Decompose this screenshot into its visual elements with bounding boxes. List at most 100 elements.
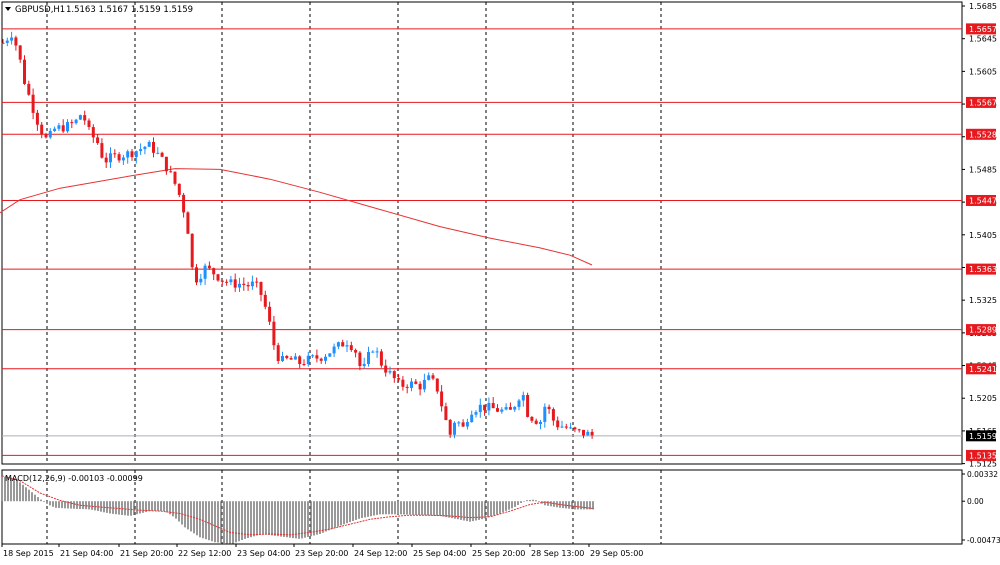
candle-body[interactable] (491, 403, 495, 409)
candle-body[interactable] (66, 122, 69, 132)
candle-body[interactable] (143, 146, 147, 150)
candle-body[interactable] (78, 115, 82, 120)
candle-body[interactable] (285, 356, 289, 359)
candle-body[interactable] (539, 421, 542, 424)
candle-body[interactable] (504, 407, 508, 410)
candle-body[interactable] (328, 353, 332, 357)
candle-body[interactable] (91, 127, 95, 138)
candle-body[interactable] (31, 94, 35, 113)
candle-body[interactable] (448, 419, 452, 435)
candle-body[interactable] (319, 358, 323, 361)
candle-body[interactable] (582, 429, 585, 436)
candle-body[interactable] (590, 431, 594, 436)
candle-body[interactable] (577, 429, 581, 431)
candle-body[interactable] (354, 350, 358, 353)
candle-body[interactable] (362, 363, 366, 366)
candle-body[interactable] (177, 183, 181, 195)
candle-body[interactable] (70, 122, 74, 124)
candle-body[interactable] (220, 280, 224, 282)
candle-body[interactable] (465, 422, 469, 427)
candle-body[interactable] (173, 171, 177, 184)
candle-body[interactable] (573, 427, 577, 430)
candle-body[interactable] (457, 422, 461, 424)
candle-body[interactable] (371, 351, 375, 353)
candle-body[interactable] (18, 45, 22, 60)
candle-body[interactable] (336, 342, 340, 347)
candle-body[interactable] (1, 42, 5, 44)
candle-body[interactable] (435, 378, 439, 392)
candle-body[interactable] (104, 157, 108, 163)
dropdown-triangle-icon[interactable] (5, 7, 11, 11)
candle-body[interactable] (521, 395, 525, 401)
candle-body[interactable] (427, 375, 431, 380)
candle-body[interactable] (113, 153, 117, 155)
candle-body[interactable] (418, 383, 422, 390)
candle-body[interactable] (560, 426, 564, 428)
candle-body[interactable] (311, 355, 315, 357)
candle-body[interactable] (199, 278, 203, 283)
candle-body[interactable] (276, 345, 280, 361)
candle-body[interactable] (242, 283, 246, 285)
candle-body[interactable] (483, 404, 487, 411)
candle-body[interactable] (405, 386, 409, 388)
candle-body[interactable] (586, 431, 590, 436)
candle-body[interactable] (121, 157, 125, 161)
candle-body[interactable] (289, 358, 293, 360)
candle-body[interactable] (414, 381, 418, 384)
candle-body[interactable] (461, 422, 465, 427)
candle-body[interactable] (281, 356, 284, 361)
candle-body[interactable] (508, 407, 512, 410)
candle-body[interactable] (349, 345, 353, 350)
candle-body[interactable] (453, 422, 456, 435)
candle-body[interactable] (126, 151, 130, 158)
candle-body[interactable] (246, 285, 250, 287)
candle-body[interactable] (397, 378, 401, 380)
candle-body[interactable] (470, 414, 474, 423)
candle-body[interactable] (384, 365, 388, 373)
candle-body[interactable] (358, 352, 362, 366)
candle-body[interactable] (272, 321, 276, 346)
candle-body[interactable] (130, 151, 134, 158)
candle-body[interactable] (268, 306, 272, 322)
candle-body[interactable] (410, 381, 413, 388)
candle-body[interactable] (388, 371, 392, 373)
candle-body[interactable] (487, 403, 491, 411)
candlesticks[interactable] (1, 31, 594, 439)
candle-body[interactable] (225, 281, 229, 283)
candle-body[interactable] (564, 426, 568, 428)
candle-body[interactable] (569, 427, 573, 429)
candle-body[interactable] (255, 281, 259, 283)
candle-body[interactable] (444, 406, 448, 420)
candle-body[interactable] (530, 417, 534, 421)
candle-body[interactable] (474, 412, 478, 415)
candle-body[interactable] (298, 356, 302, 364)
candle-body[interactable] (556, 420, 560, 428)
candle-body[interactable] (35, 112, 39, 125)
candle-body[interactable] (83, 115, 87, 121)
candle-body[interactable] (401, 379, 405, 387)
candle-body[interactable] (302, 364, 306, 365)
candle-body[interactable] (440, 391, 444, 407)
candle-body[interactable] (392, 371, 396, 379)
candle-body[interactable] (233, 279, 237, 288)
candle-body[interactable] (306, 355, 310, 365)
candle-body[interactable] (139, 149, 143, 152)
horizontal-levels[interactable] (2, 28, 962, 456)
candle-body[interactable] (375, 351, 379, 353)
candle-body[interactable] (379, 351, 383, 366)
candle-body[interactable] (186, 212, 190, 234)
candle-body[interactable] (500, 409, 504, 412)
candle-body[interactable] (96, 137, 100, 143)
candle-body[interactable] (57, 125, 61, 129)
candle-body[interactable] (169, 171, 173, 173)
candle-body[interactable] (345, 345, 349, 347)
candle-body[interactable] (134, 151, 138, 158)
candle-body[interactable] (100, 143, 104, 158)
candle-body[interactable] (324, 356, 327, 361)
candle-body[interactable] (156, 152, 160, 154)
candle-body[interactable] (14, 37, 18, 46)
candle-body[interactable] (259, 282, 263, 295)
candle-body[interactable] (431, 375, 435, 379)
candle-body[interactable] (367, 352, 370, 364)
